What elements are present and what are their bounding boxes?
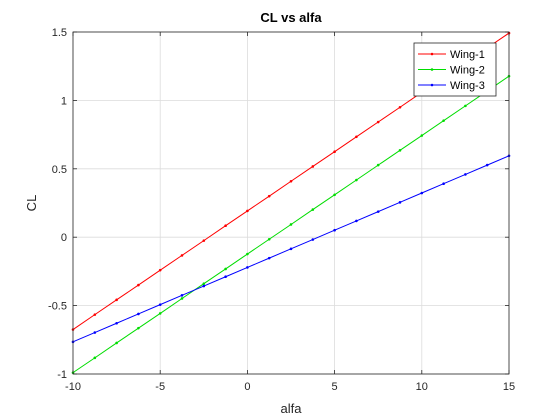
data-point xyxy=(420,191,424,195)
x-tick-label: 15 xyxy=(503,381,515,393)
legend-item-wing-2[interactable]: Wing-2 xyxy=(418,65,485,77)
data-point xyxy=(442,182,445,186)
series-group xyxy=(71,31,511,374)
data-point xyxy=(355,135,358,139)
data-point xyxy=(267,194,271,198)
legend-marker xyxy=(430,83,434,87)
data-point xyxy=(202,239,206,242)
data-point xyxy=(180,297,184,300)
y-axis-label: CL xyxy=(24,195,39,212)
data-point xyxy=(289,247,293,251)
chart-title: CL vs alfa xyxy=(260,10,322,25)
data-point xyxy=(93,331,97,334)
data-point xyxy=(224,275,227,279)
grid-lines xyxy=(72,31,510,375)
data-point xyxy=(93,356,97,360)
data-point xyxy=(93,313,97,316)
data-point xyxy=(398,105,402,109)
data-point xyxy=(202,282,206,286)
data-point xyxy=(158,312,162,315)
data-point xyxy=(289,223,293,226)
data-point xyxy=(137,312,140,316)
x-tick-label: 5 xyxy=(332,381,338,393)
data-point xyxy=(376,120,380,124)
data-point xyxy=(311,208,315,211)
data-point xyxy=(246,209,249,213)
data-point xyxy=(246,266,249,269)
y-tick-label: 1.5 xyxy=(52,27,67,39)
data-point xyxy=(180,294,184,297)
y-tick-label: 0.5 xyxy=(52,164,67,176)
data-point xyxy=(355,219,358,223)
data-point xyxy=(158,268,162,272)
legend-label: Wing-3 xyxy=(450,80,485,92)
y-tick-label: -1 xyxy=(57,369,67,381)
legend-item-wing-1[interactable]: Wing-1 xyxy=(418,49,485,61)
data-point xyxy=(376,163,380,167)
data-point xyxy=(376,210,380,213)
x-tick-label: -5 xyxy=(155,381,165,393)
data-point xyxy=(355,178,358,182)
data-point xyxy=(224,224,227,228)
legend-label: Wing-2 xyxy=(450,65,485,77)
data-point xyxy=(289,179,293,183)
data-point xyxy=(464,173,467,176)
y-tick-label: 1 xyxy=(61,95,67,107)
legend-label: Wing-1 xyxy=(450,49,485,61)
legend-marker xyxy=(430,52,434,56)
data-point xyxy=(398,149,402,152)
series-wing-3 xyxy=(71,154,511,344)
data-point xyxy=(115,341,118,345)
data-point xyxy=(180,254,184,257)
data-point xyxy=(267,256,271,260)
legend[interactable]: Wing-1 Wing-2 Wing-3 xyxy=(413,42,497,97)
data-point xyxy=(311,165,315,168)
data-point xyxy=(333,228,336,232)
data-point xyxy=(333,150,336,153)
data-point xyxy=(224,267,227,271)
y-tick-label: 0 xyxy=(61,232,67,244)
legend-item-wing-3[interactable]: Wing-3 xyxy=(418,80,485,92)
x-axis-label: alfa xyxy=(281,401,303,416)
legend-marker xyxy=(430,68,434,71)
data-point xyxy=(246,252,249,256)
data-point xyxy=(137,283,140,287)
data-point xyxy=(464,104,467,108)
plot-frame xyxy=(72,31,510,375)
data-point xyxy=(115,298,118,302)
x-tick-label: 0 xyxy=(244,381,250,393)
axis-ticks: -10 -5 0 5 10 15 -1 -0.5 0 0.5 1 1.5 xyxy=(48,27,515,393)
data-point xyxy=(137,326,140,330)
data-point xyxy=(442,119,445,122)
x-tick-label: -10 xyxy=(65,381,81,393)
x-tick-label: 10 xyxy=(416,381,428,393)
data-point xyxy=(398,201,402,204)
data-point xyxy=(267,237,271,241)
data-point xyxy=(115,321,118,325)
data-point xyxy=(485,163,489,167)
data-point xyxy=(311,238,315,241)
y-tick-label: -0.5 xyxy=(48,301,67,313)
data-point xyxy=(420,134,424,137)
data-point xyxy=(158,303,162,306)
data-point xyxy=(202,284,206,288)
data-point xyxy=(333,193,336,197)
